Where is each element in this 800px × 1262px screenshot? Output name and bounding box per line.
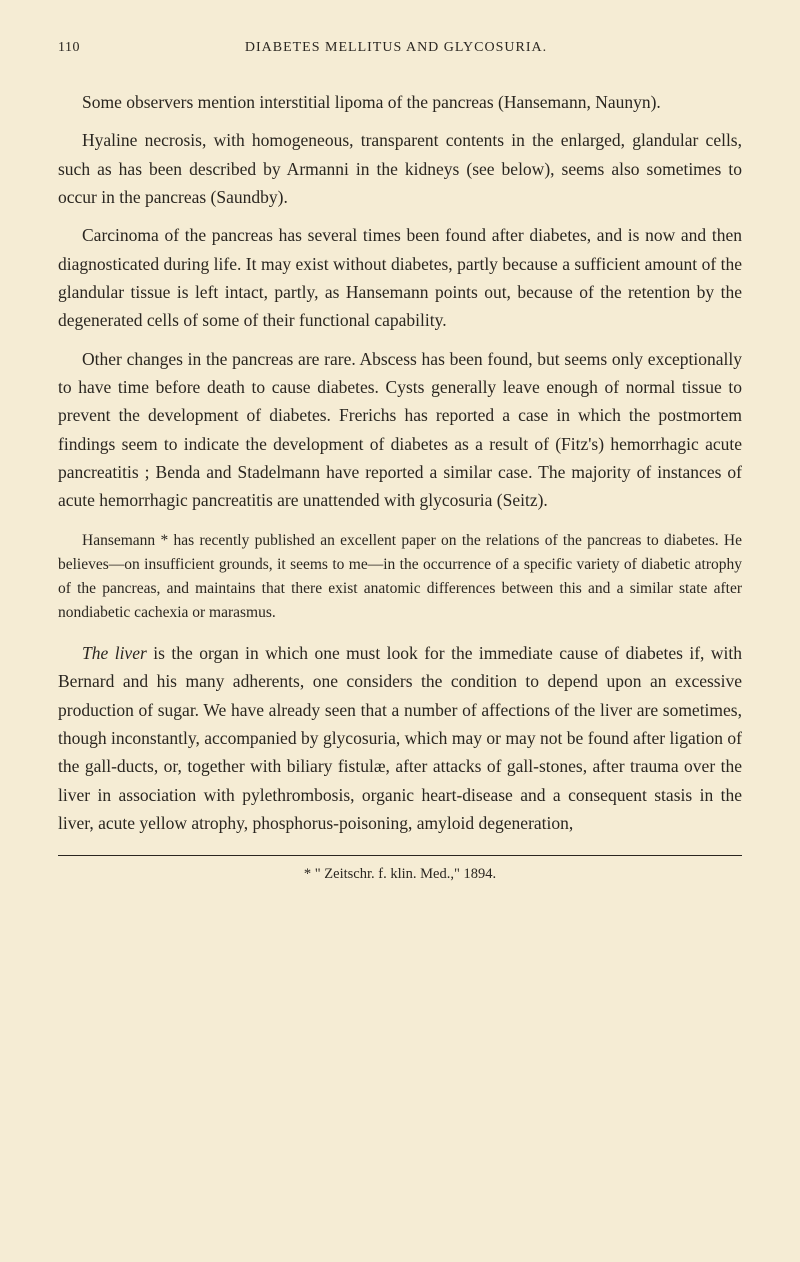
footnote-divider <box>58 855 742 856</box>
body-paragraph-2: Hyaline necrosis, with homogeneous, tran… <box>58 126 742 211</box>
body-paragraph-1: Some observers mention interstitial lipo… <box>58 88 742 116</box>
body-small-paragraph: Hansemann * has recently published an ex… <box>58 529 742 625</box>
body-paragraph-4: Other changes in the pancreas are rare. … <box>58 345 742 515</box>
body-paragraph-3: Carcinoma of the pancreas has several ti… <box>58 221 742 334</box>
body-paragraph-6: The liver is the organ in which one must… <box>58 639 742 837</box>
chapter-title: DIABETES MELLITUS AND GLYCOSURIA. <box>245 40 547 56</box>
page-number: 110 <box>58 40 80 56</box>
page-header: 110 DIABETES MELLITUS AND GLYCOSURIA. <box>58 40 742 56</box>
footnote-text: * " Zeitschr. f. klin. Med.," 1894. <box>58 866 742 883</box>
header-spacer <box>712 40 742 56</box>
liver-italic: The liver <box>82 643 147 663</box>
body-paragraph-6-rest: is the organ in which one must look for … <box>58 643 742 833</box>
